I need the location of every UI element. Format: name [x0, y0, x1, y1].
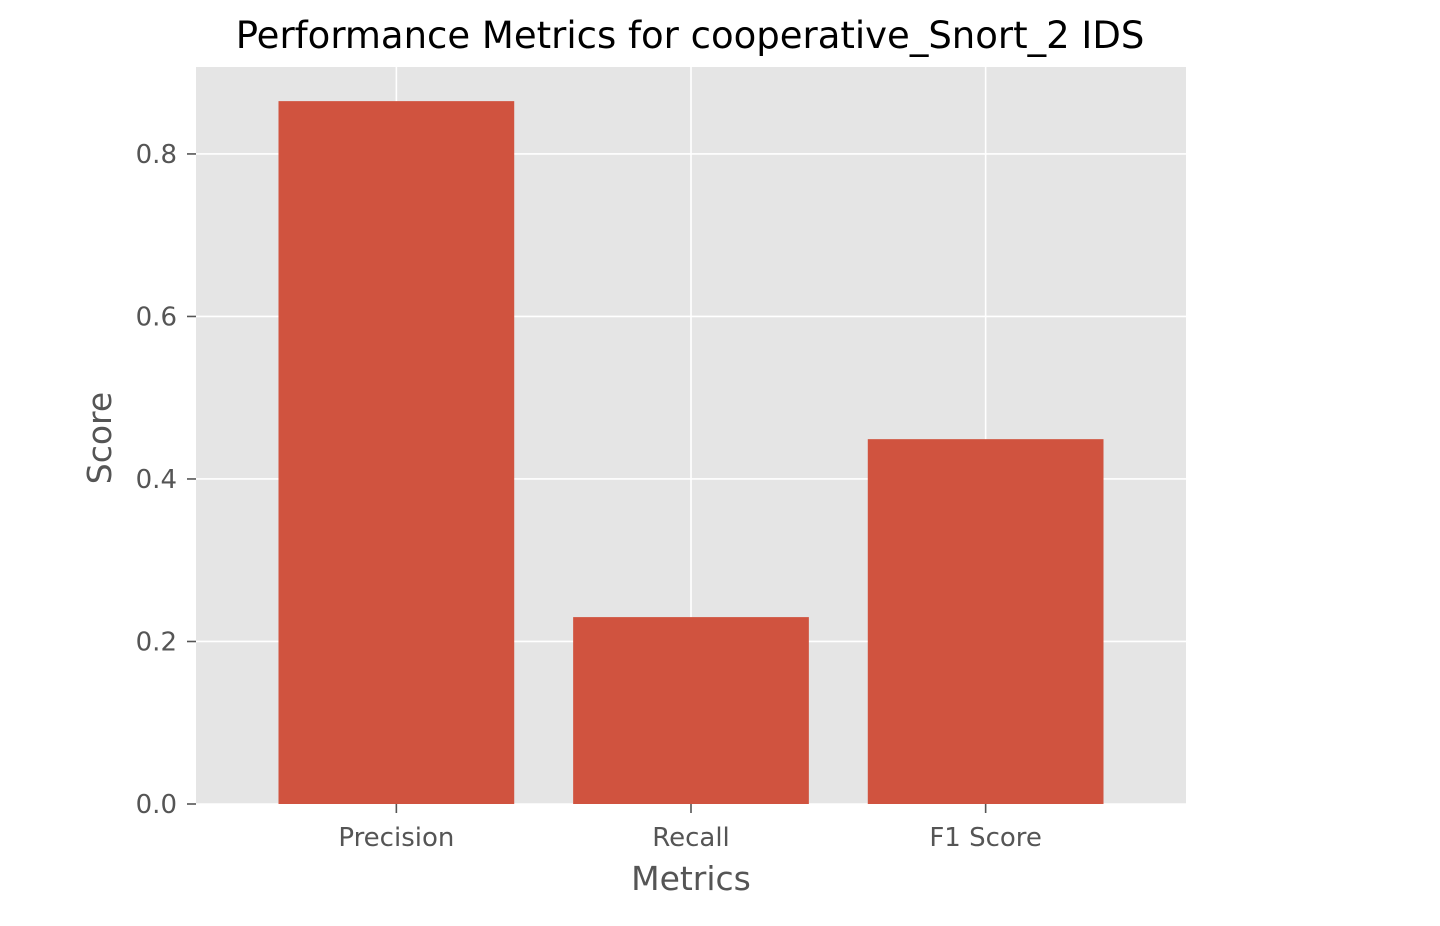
y-tick-label: 0.2 [136, 627, 177, 657]
bar-f1-score [867, 439, 1104, 804]
x-tick-label: Precision [338, 823, 454, 853]
y-tick-label: 0.0 [136, 790, 177, 820]
x-axis-ticks: Precision Recall F1 Score [338, 804, 1042, 853]
bars [278, 101, 1104, 805]
x-axis-label: Metrics [631, 859, 751, 898]
chart-title: Performance Metrics for cooperative_Snor… [236, 14, 1145, 57]
y-tick-label: 0.6 [136, 302, 177, 332]
y-axis-label: Score [80, 392, 119, 484]
y-axis-ticks: 0.0 0.2 0.4 0.6 0.8 [136, 140, 196, 820]
x-tick-label: Recall [652, 823, 730, 853]
bar-recall [573, 617, 809, 804]
x-tick-label: F1 Score [929, 823, 1042, 853]
y-tick-label: 0.8 [136, 140, 177, 170]
bar-precision [278, 101, 515, 805]
y-tick-label: 0.4 [136, 465, 177, 495]
